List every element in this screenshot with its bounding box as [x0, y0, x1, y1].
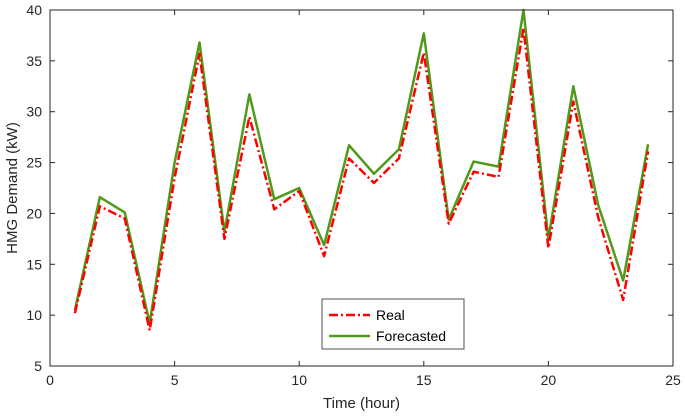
x-tick-label: 15 — [416, 372, 432, 388]
series-line-forecasted — [73, 8, 650, 325]
y-tick-label: 20 — [26, 205, 42, 221]
y-tick-label: 30 — [26, 104, 42, 120]
series-line-real — [73, 27, 650, 332]
x-tick-label: 5 — [171, 372, 179, 388]
x-tick-label: 20 — [541, 372, 557, 388]
legend: Real Forecasted — [321, 298, 465, 350]
y-tick-label: 5 — [34, 358, 42, 374]
plot-frame — [49, 9, 674, 367]
y-tick-label: 35 — [26, 53, 42, 69]
series-lines — [73, 8, 650, 332]
y-tick-label: 25 — [26, 155, 42, 171]
legend-label-real: Real — [376, 307, 405, 323]
y-tick-label: 40 — [26, 2, 42, 18]
x-tick-label: 25 — [665, 372, 681, 388]
x-tick-label: 0 — [46, 372, 54, 388]
legend-label-forecasted: Forecasted — [376, 328, 446, 344]
legend-box — [321, 298, 465, 350]
y-axis-title: HMG Demand (kW) — [4, 122, 21, 254]
y-tick-label: 10 — [26, 307, 42, 323]
x-tick-label: 10 — [291, 372, 307, 388]
x-axis-title: Time (hour) — [323, 395, 400, 412]
y-tick-label: 15 — [26, 256, 42, 272]
